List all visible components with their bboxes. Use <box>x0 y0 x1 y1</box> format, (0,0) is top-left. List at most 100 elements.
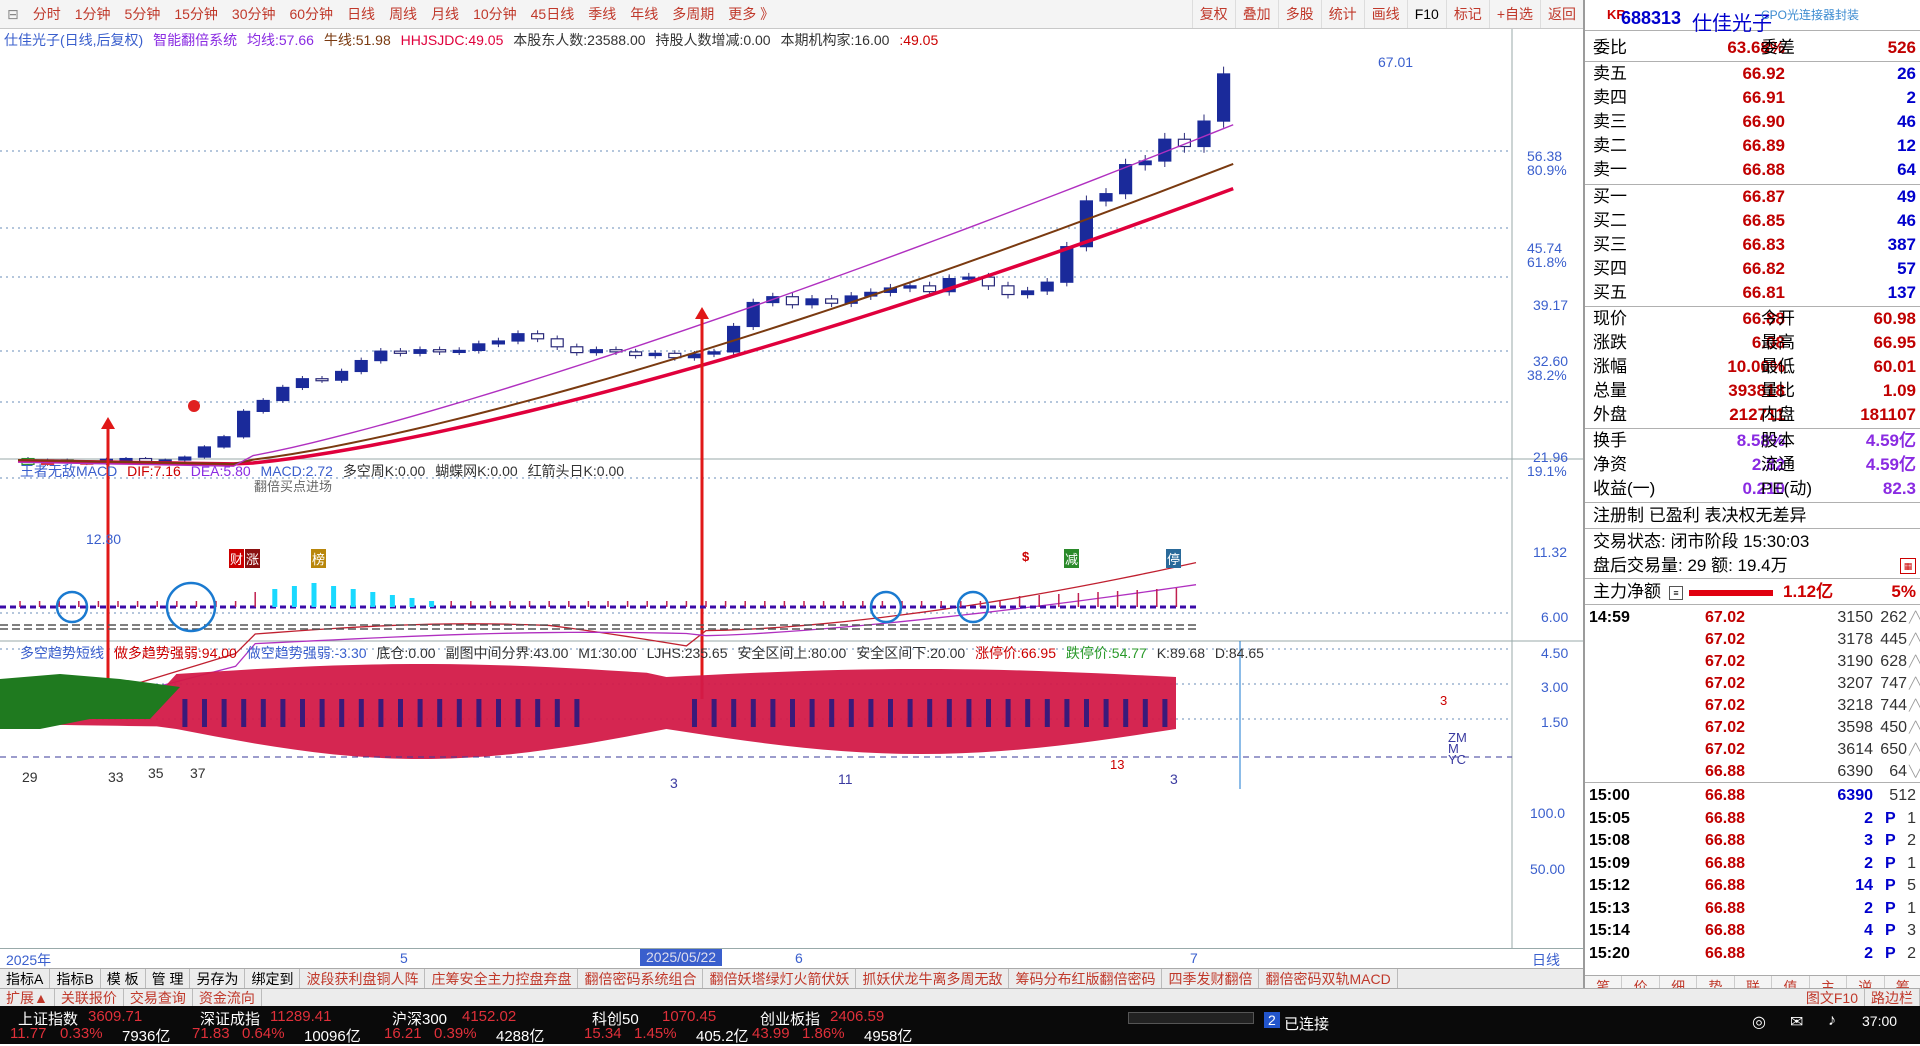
indicator-tab-8[interactable]: 翻倍密码系统组合 <box>578 969 703 989</box>
indicator-tab-1[interactable]: 指标B <box>50 969 100 989</box>
indicator-tab-6[interactable]: 波段获利盘铜人阵 <box>300 969 425 989</box>
period-btn-12[interactable]: 年线 <box>623 0 665 28</box>
period-btn-6[interactable]: 日线 <box>340 0 382 28</box>
connection-status[interactable]: 已连接 <box>1284 1013 1329 1034</box>
trend-bar <box>1084 699 1089 727</box>
period-btn-4[interactable]: 30分钟 <box>225 0 283 28</box>
indicator-tab-9[interactable]: 翻倍妖塔绿灯火箭伏妖 <box>703 969 856 989</box>
period-btn-13[interactable]: 多周期 <box>665 0 721 28</box>
marker-jian[interactable]: 减 <box>1064 549 1079 568</box>
tick-vol: 2 <box>1795 808 1873 830</box>
ext-tab-2[interactable]: 交易查询 <box>124 989 193 1007</box>
period-btn-5[interactable]: 60分钟 <box>282 0 340 28</box>
ext-tab-0[interactable]: 扩展▲ <box>0 989 55 1007</box>
candle-body <box>806 299 818 305</box>
inst-label: 本期机构家: <box>780 32 854 48</box>
ext-tab-3[interactable]: 资金流向 <box>193 989 262 1007</box>
indicator-tab-3[interactable]: 管 理 <box>146 969 191 989</box>
bell-icon[interactable]: ♪ <box>1828 1012 1836 1030</box>
dif-label: DIF: <box>127 463 153 479</box>
stats-button[interactable]: 统计 <box>1321 0 1364 28</box>
fuquan-button[interactable]: 复权 <box>1192 0 1235 28</box>
calendar-icon[interactable]: ▦ <box>1900 558 1916 574</box>
zhuli-pct: 5% <box>1891 580 1916 604</box>
candle-body <box>238 411 250 436</box>
period-btn-3[interactable]: 15分钟 <box>167 0 225 28</box>
add-favorite-button[interactable]: +自选 <box>1489 0 1540 28</box>
indicator-tab-10[interactable]: 抓妖伏龙牛离多周无敌 <box>856 969 1009 989</box>
candle-body <box>179 457 191 460</box>
multi-stock-button[interactable]: 多股 <box>1278 0 1321 28</box>
indicator-tab-7[interactable]: 庄筹安全主力控盘弃盘 <box>425 969 578 989</box>
message-icon[interactable]: ✉ <box>1790 1012 1803 1032</box>
collapse-icon[interactable]: ⊟ <box>0 0 26 28</box>
period-btn-8[interactable]: 月线 <box>424 0 466 28</box>
chat-icon[interactable]: ◎ <box>1752 1012 1766 1032</box>
macd-title: 王者无敌MACD <box>20 463 117 479</box>
marker-cai[interactable]: 财 <box>229 549 244 568</box>
indicator-tab-5[interactable]: 绑定到 <box>245 969 300 989</box>
candle-body <box>453 350 465 352</box>
indicator-tab-12[interactable]: 四季发财翻倍 <box>1162 969 1259 989</box>
overlay-button[interactable]: 叠加 <box>1235 0 1278 28</box>
ext-right-tab-0[interactable]: 图文F10 <box>1800 989 1865 1007</box>
bid-vol: 57 <box>1897 257 1916 281</box>
period-btn-7[interactable]: 周线 <box>382 0 424 28</box>
ext-tab-1[interactable]: 关联报价 <box>55 989 124 1007</box>
tick-vol: 3598 <box>1795 717 1873 739</box>
chart-area[interactable]: 仕佳光子(日线,后复权) 智能翻倍系统 均线:57.66 牛线:51.98 HH… <box>0 29 1583 968</box>
signal-arrowhead <box>101 417 115 429</box>
period-btn-10[interactable]: 45日线 <box>524 0 582 28</box>
period-btn-14[interactable]: 更多 》 <box>721 0 781 28</box>
candle-body <box>218 437 230 447</box>
period-btn-0[interactable]: 分时 <box>26 0 68 28</box>
indicator-tab-11[interactable]: 筹码分布红版翻倍密码 <box>1009 969 1162 989</box>
mark-button[interactable]: 标记 <box>1446 0 1489 28</box>
reg-text: 注册制 已盈利 表决权无差异 <box>1593 504 1806 528</box>
draw-button[interactable]: 画线 <box>1364 0 1407 28</box>
period-btn-9[interactable]: 10分钟 <box>466 0 524 28</box>
ask-price: 66.92 <box>1742 62 1785 86</box>
trade-status-row: 交易状态: 闭市阶段 15:30:03 <box>1585 530 1920 554</box>
marker-dollar[interactable]: $ <box>1022 549 1029 564</box>
indicator-tab-4[interactable]: 另存为 <box>190 969 245 989</box>
marker-zhang[interactable]: 涨 <box>245 549 260 568</box>
list-icon[interactable]: ≡ <box>1669 586 1683 600</box>
back-button[interactable]: 返回 <box>1540 0 1583 28</box>
ext-right-tab-1[interactable]: 路边栏 <box>1865 989 1920 1007</box>
tick-count: 262 <box>1877 607 1907 629</box>
tick-dir-icon: ╱╲ <box>1909 739 1920 761</box>
indicator-tab-0[interactable]: 指标A <box>0 969 50 989</box>
kline-chart-svg[interactable] <box>0 29 1583 968</box>
marker-bang[interactable]: 榜 <box>311 549 326 568</box>
indicator-tab-2[interactable]: 模 板 <box>101 969 146 989</box>
period-btn-1[interactable]: 1分钟 <box>68 0 118 28</box>
period-btn-11[interactable]: 季线 <box>581 0 623 28</box>
marker-ting[interactable]: 停 <box>1166 549 1181 568</box>
stat-value2: 1.09 <box>1883 379 1916 403</box>
period-btn-2[interactable]: 5分钟 <box>118 0 168 28</box>
candle-body <box>375 351 387 360</box>
index-chg: 15.34 <box>584 1025 622 1042</box>
purple-ma-line <box>18 125 1233 466</box>
m1-label: M1: <box>578 645 601 661</box>
zhuli-row[interactable]: 主力净额 ≡ 1.12亿 5% <box>1585 580 1920 604</box>
f10-button[interactable]: F10 <box>1407 0 1446 28</box>
index-pct: 0.64% <box>242 1025 285 1042</box>
indicator-tab-13[interactable]: 翻倍密码双轨MACD <box>1259 969 1397 989</box>
